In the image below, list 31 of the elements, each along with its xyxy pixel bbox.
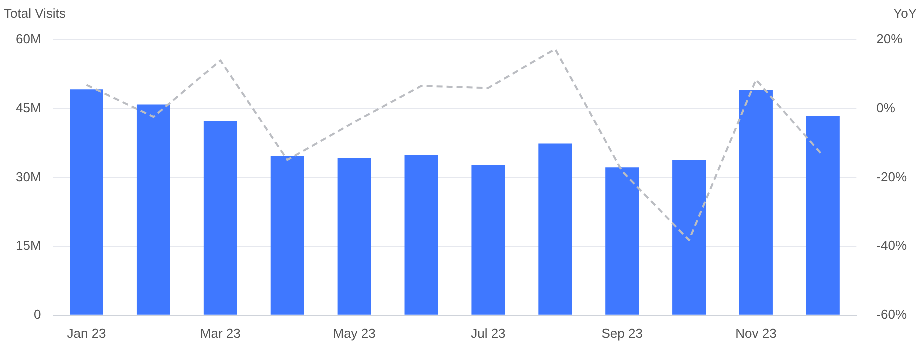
y2-tick-label: 20% — [876, 32, 904, 47]
bar — [538, 144, 572, 315]
y2-tick-label: -20% — [876, 169, 908, 184]
y2-tick-label: -60% — [876, 306, 908, 322]
bar — [404, 155, 438, 315]
x-tick-label: Jan 23 — [67, 326, 106, 341]
x-tick-label: Sep 23 — [602, 326, 643, 341]
bar — [136, 104, 170, 315]
bar — [270, 156, 304, 315]
bar — [472, 165, 506, 315]
bar — [739, 90, 773, 315]
bar — [204, 121, 238, 315]
y2-axis-title: YoY — [894, 6, 917, 21]
bar — [606, 168, 640, 315]
y-axis-title: Total Visits — [4, 6, 66, 21]
y-tick-label: 15M — [16, 238, 42, 254]
x-tick-label: Mar 23 — [200, 326, 241, 341]
bar — [70, 90, 104, 315]
bar — [338, 158, 372, 315]
y2-tick-label: -40% — [876, 238, 908, 254]
bar — [672, 160, 706, 315]
x-tick-label: Nov 23 — [736, 326, 777, 341]
bar — [806, 116, 840, 315]
y-tick-label: 60M — [16, 32, 42, 47]
y2-tick-label: 0% — [876, 100, 896, 116]
y-tick-label: 30M — [16, 169, 42, 184]
y-tick-label: 0 — [34, 306, 42, 322]
x-tick-label: May 23 — [333, 326, 376, 341]
y-tick-label: 45M — [16, 100, 42, 116]
line-series — [86, 48, 824, 242]
x-tick-label: Jul 23 — [471, 326, 506, 341]
